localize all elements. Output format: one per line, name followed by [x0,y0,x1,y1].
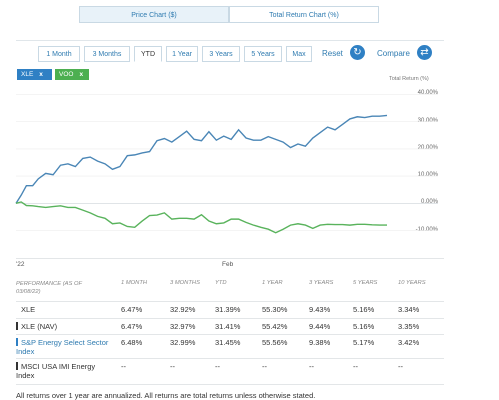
header-10-years: 10 YEARS [398,280,426,286]
range-tab-max[interactable]: Max [286,46,312,62]
y-tick-label: 40.00% [417,90,438,97]
header-3-years: 3 YEARS [309,280,334,286]
compare-button[interactable]: Compare [377,49,410,58]
table-cell: 6.48% [121,338,143,347]
legend-swatch [16,362,18,370]
x-label-feb: Feb [222,261,234,268]
table-cell: 5.16% [353,322,375,331]
legend-swatch [16,322,18,330]
reset-icon[interactable]: ↻ [350,45,365,60]
y-tick-label: -10.00% [415,226,438,233]
range-tab-3-months[interactable]: 3 Months [84,46,130,62]
table-cell: 3.35% [398,322,420,331]
table-cell: 55.56% [262,338,288,347]
table-cell: -- [353,362,358,371]
y-tick-label: 0.00% [420,199,438,206]
chart-divider [16,258,444,259]
table-cell: 5.17% [353,338,375,347]
table-cell: 6.47% [121,322,143,331]
compare-icon[interactable]: ⇄ [417,45,432,60]
header-3-months: 3 MONTHS [170,280,200,286]
series-line-voo [15,201,387,234]
table-cell: 55.42% [262,322,288,331]
chip-xle: XLE x [17,69,52,80]
y-tick-label: 10.00% [417,172,438,179]
range-tab-3-years[interactable]: 3 Years [202,46,240,62]
footnote: All returns over 1 year are annualized. … [16,391,316,400]
row-divider [16,358,444,359]
header-5-years: 5 YEARS [353,280,378,286]
reset-button[interactable]: Reset [322,49,343,58]
table-row-name: XLE (NAV) [16,322,111,331]
x-label-22: '22 [16,261,25,268]
row-divider [16,334,444,335]
row-label: S&P Energy Select Sector Index [16,338,109,356]
table-cell: -- [398,362,403,371]
table-cell: -- [309,362,314,371]
table-cell: 32.97% [170,322,196,331]
legend-swatch [16,338,18,346]
table-row-name: MSCI USA IMI Energy Index [16,362,111,380]
remove-xle-icon[interactable]: x [39,71,43,78]
tab-price-chart[interactable]: Price Chart ($) [79,6,229,23]
table-cell: 32.99% [170,338,196,347]
row-label: XLE [21,305,36,314]
table-cell: -- [262,362,267,371]
range-tab-ytd[interactable]: YTD [134,46,162,62]
row-divider [16,301,444,302]
row-divider [16,318,444,319]
range-tab-5-years[interactable]: 5 Years [244,46,282,62]
chip-label: VOO [59,71,74,78]
chip-voo: VOO x [55,69,89,80]
header-1-month: 1 MONTH [121,280,148,286]
table-cell: -- [170,362,175,371]
series-line-xle [15,114,388,204]
table-cell: 9.38% [309,338,331,347]
row-label: XLE (NAV) [21,322,58,331]
header-1-year: 1 YEAR [262,280,283,286]
table-cell: -- [121,362,126,371]
row-label: MSCI USA IMI Energy Index [16,362,96,380]
range-tab-1-year[interactable]: 1 Year [166,46,198,62]
table-cell: 9.43% [309,305,331,314]
range-tab-1-month[interactable]: 1 Month [38,46,80,62]
y-axis-title: Total Return (%) [389,76,429,82]
table-cell: 55.30% [262,305,288,314]
table-cell: 31.39% [215,305,241,314]
header-ytd: YTD [215,280,227,286]
row-divider [16,384,444,385]
table-cell: -- [215,362,220,371]
table-row-name: XLE [16,305,116,314]
table-cell: 6.47% [121,305,143,314]
table-cell: 5.16% [353,305,375,314]
table-cell: 3.34% [398,305,420,314]
y-tick-label: 20.00% [417,144,438,151]
tab-total-return-chart[interactable]: Total Return Chart (%) [229,6,379,23]
remove-voo-icon[interactable]: x [79,71,84,78]
header-performance: PERFORMANCE (as of 03/08/22) [16,281,82,295]
chip-label: XLE [21,71,34,78]
table-row-name: S&P Energy Select Sector Index [16,338,111,356]
y-tick-label: 30.00% [417,117,438,124]
table-cell: 32.92% [170,305,196,314]
table-cell: 3.42% [398,338,420,347]
table-cell: 31.41% [215,322,241,331]
table-cell: 31.45% [215,338,241,347]
table-cell: 9.44% [309,322,331,331]
